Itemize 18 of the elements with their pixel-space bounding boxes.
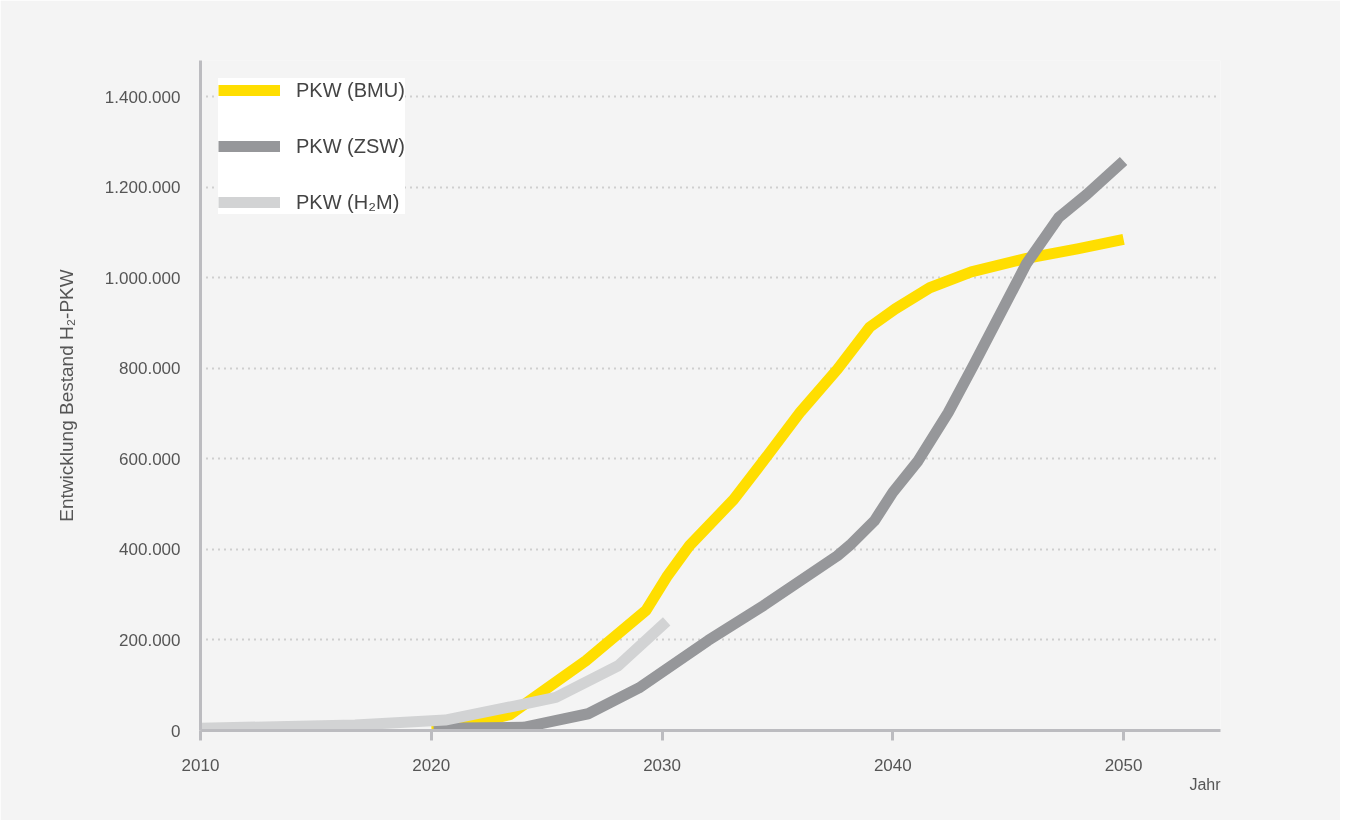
y-tick-label: 800.000 <box>119 359 181 379</box>
legend-label: PKW (ZSW) <box>296 134 405 158</box>
x-tick-label: 2050 <box>1104 755 1143 775</box>
y-tick-label: 200.000 <box>119 630 181 650</box>
x-tick-label: 2010 <box>181 755 220 775</box>
y-tick-label: 1.200.000 <box>104 178 181 198</box>
y-tick-label: 600.000 <box>119 449 181 469</box>
legend-label: PKW (BMU) <box>296 78 405 102</box>
legend-label: PKW (H₂M) <box>296 190 400 214</box>
y-tick-label: 1.400.000 <box>104 87 181 107</box>
y-tick-label: 0 <box>171 721 181 741</box>
y-tick-label: 1.000.000 <box>104 268 181 288</box>
x-tick-label: 2030 <box>643 755 681 775</box>
x-tick-label: 2020 <box>412 755 451 775</box>
x-axis-title: Jahr <box>1189 775 1222 793</box>
x-tick-label: 2040 <box>873 755 912 775</box>
y-tick-label: 400.000 <box>119 540 181 560</box>
y-axis-title: Entwicklung Bestand H₂-PKW <box>55 269 77 522</box>
